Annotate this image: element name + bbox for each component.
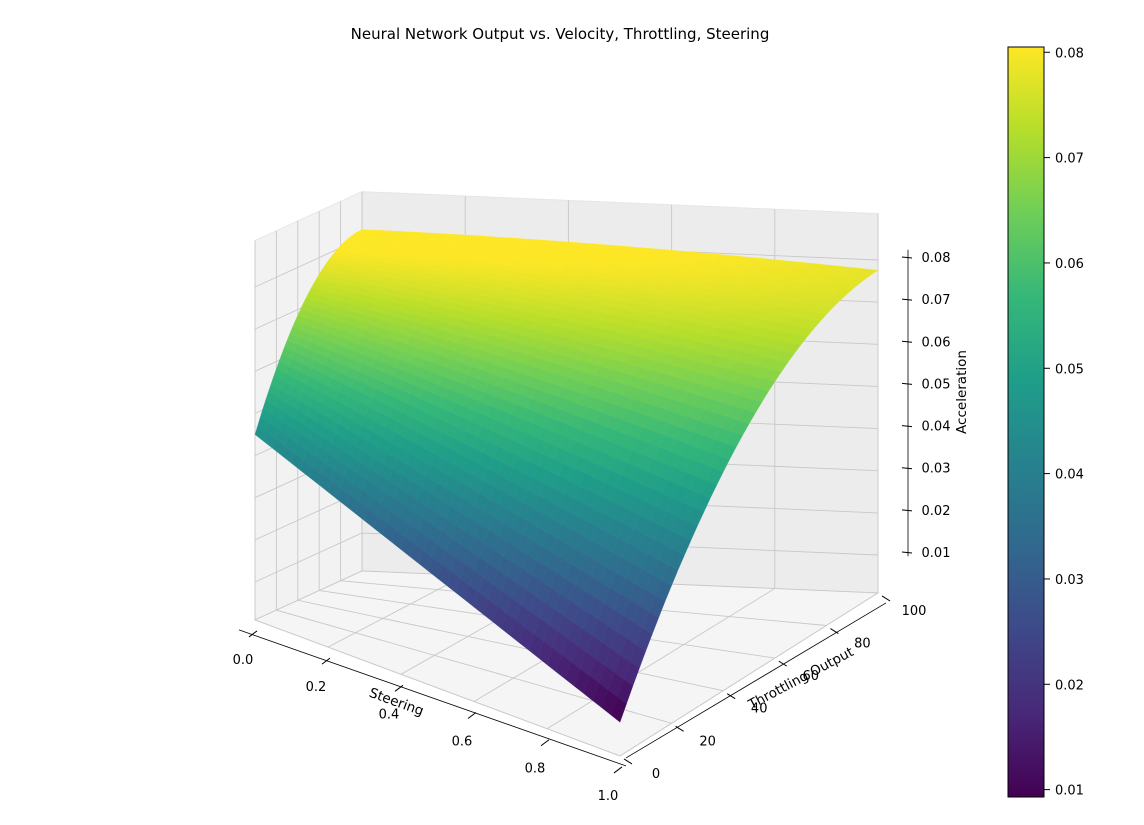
- x-tick-mark: [248, 630, 258, 638]
- gridline-z: [254, 532, 879, 583]
- x-axis-line: [238, 629, 627, 767]
- x-tick-mark: [467, 712, 477, 719]
- z-tick-mark: [901, 425, 913, 428]
- y-tick-mark: [778, 660, 788, 667]
- y-tick-mark: [726, 693, 736, 700]
- z-tick-label: 0.01: [922, 546, 951, 561]
- y-tick-label: 60: [803, 669, 820, 684]
- z-tick-mark: [901, 509, 913, 512]
- z-tick-label: 0.05: [922, 377, 951, 392]
- z-tick-mark: [901, 256, 913, 259]
- colorbar-tick-label: 0.03: [1055, 573, 1084, 588]
- z-tick-label: 0.08: [922, 251, 951, 266]
- z-tick-label: 0.02: [922, 504, 951, 519]
- y-axis-line: [625, 602, 887, 759]
- colorbar-tick-label: 0.05: [1055, 362, 1084, 377]
- y-tick-label: 0: [652, 767, 660, 782]
- x-tick-label: 1.0: [598, 789, 619, 804]
- gridline-y: [254, 240, 621, 757]
- y-tick-mark: [881, 595, 891, 602]
- surface-cell: [610, 696, 627, 723]
- z-tick-mark: [901, 382, 913, 385]
- z-tick-label: 0.04: [922, 420, 951, 435]
- x-tick-mark: [540, 739, 550, 747]
- y-tick-mark: [675, 725, 684, 732]
- colorbar-tick-label: 0.01: [1055, 784, 1084, 799]
- colorbar-ticks: 0.01 0.02 0.03 0.04 0.05 0.06 0.07 0.08: [1044, 46, 1084, 799]
- x-tick-mark: [394, 684, 404, 692]
- z-axis-label: Acceleration: [954, 350, 970, 434]
- colorbar-tick-label: 0.06: [1055, 257, 1084, 272]
- y-tick-label: 20: [699, 734, 716, 749]
- z-tick-mark: [901, 551, 913, 554]
- z-tick-label: 0.06: [922, 335, 951, 350]
- axes-3d: 0.0 0.2 0.4 0.6 0.8 1.0 0 20 40 60 80 100 0.01 0.02 0.…: [233, 249, 951, 804]
- x-tick-label: 0.4: [379, 707, 400, 722]
- colorbar-gradient: [1007, 46, 1045, 798]
- y-tick-label: 80: [854, 637, 871, 652]
- x-tick-mark: [613, 766, 623, 774]
- colorbar: 0.01 0.02 0.03 0.04 0.05 0.06 0.07 0.08: [1007, 46, 1084, 799]
- z-tick-mark: [901, 298, 913, 301]
- colorbar-tick-label: 0.02: [1055, 678, 1084, 693]
- x-tick-label: 0.2: [306, 680, 327, 695]
- y-tick-label: 100: [902, 604, 927, 619]
- x-tick-label: 0.8: [525, 762, 546, 777]
- colorbar-tick-label: 0.07: [1055, 152, 1084, 167]
- chart-title: Neural Network Output vs. Velocity, Thro…: [351, 25, 770, 43]
- surface-plot: [254, 229, 879, 723]
- gridline-y: [275, 230, 672, 724]
- z-tick-mark: [901, 467, 913, 470]
- y-tick-mark: [830, 628, 839, 634]
- z-tick-mark: [901, 340, 913, 343]
- z-tick-label: 0.03: [922, 462, 951, 477]
- colorbar-tick-label: 0.08: [1055, 46, 1084, 61]
- colorbar-tick-label: 0.04: [1055, 468, 1084, 483]
- x-tick-label: 0.0: [233, 653, 254, 668]
- z-tick-label: 0.07: [922, 293, 951, 308]
- y-tick-label: 40: [751, 702, 768, 717]
- y-tick-mark: [623, 758, 633, 765]
- x-tick-label: 0.6: [452, 735, 473, 750]
- x-tick-mark: [321, 657, 331, 665]
